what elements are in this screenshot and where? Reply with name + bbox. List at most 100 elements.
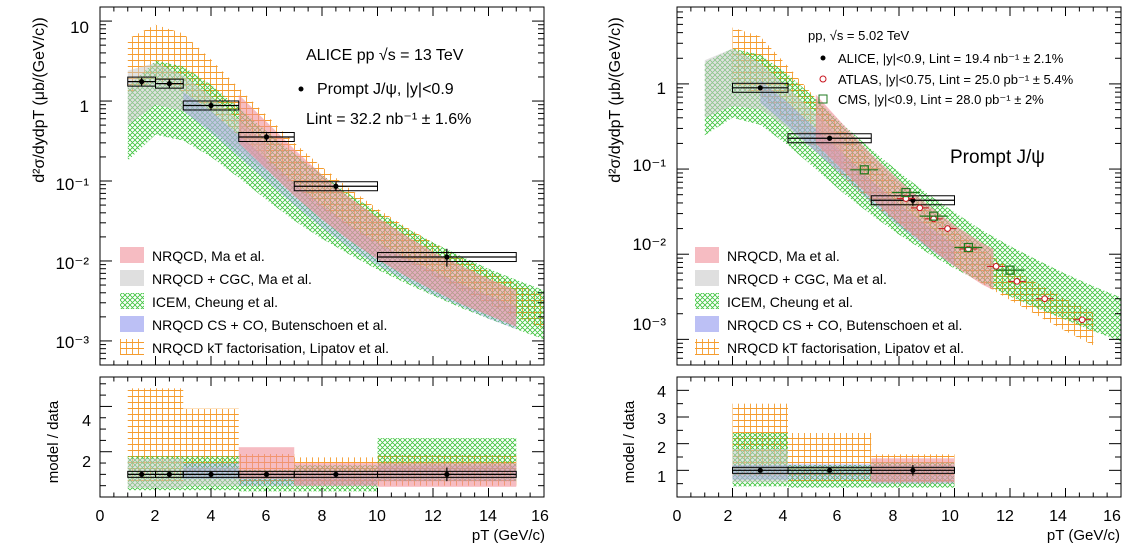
data-point [263,134,270,140]
atlas-point [992,263,1000,270]
right-top-ytick-label: 10⁻³ [632,315,666,334]
data-point [827,467,833,473]
left-xtick-label: 4 [207,508,216,525]
right-top-x-ticks [676,7,1122,365]
right-bottom-y-ticks [677,376,1121,498]
data-point [208,471,214,477]
left-top-ytick-label: 1 [80,97,89,116]
left-xtick-label: 0 [96,508,105,525]
nrqcd-ma-legend-swatch [695,247,719,263]
right-experiment-legend: ALICE, |y|<0.9, Lint = 19.4 nb⁻¹ ± 2.1% … [818,51,1074,107]
atlas-point [916,204,924,212]
right-bottom-x-ticks [676,377,1122,497]
left-x-tick-labels: 0 2 4 6 8 10 12 14 16 [96,508,549,525]
nrqcd-ma-legend-swatch [120,247,144,263]
right-ratio-ytick-label: 1 [657,469,666,486]
right-xtick-label: 10 [941,508,959,525]
left-xtick-label: 16 [531,508,549,525]
right-data-points [732,82,1092,324]
right-system-label: pp, √s = 5.02 TeV [808,28,910,43]
left-cross-section-panel: 10 1 10⁻¹ 10⁻² 10⁻³ d²σ/dydpT (μb/(GeV/c… [31,6,545,366]
data-point [757,467,763,473]
data-point [827,135,833,141]
left-ratio-points [127,467,517,482]
right-y-axis-label: d²σ/dydpT (μb/(GeV/c)) [607,17,624,183]
atlas-point [902,195,910,202]
nrqcd-cgc-legend-label: NRQCD + CGC, Ma et al. [727,271,887,287]
left-xtick-label: 12 [424,508,442,525]
right-panel-title: Prompt J/ψ [950,147,1045,168]
left-top-y-ticks [100,20,544,366]
right-xtick-label: 8 [889,508,898,525]
nrqcd-cs-co-legend-label: NRQCD CS + CO, Butenschoen et al. [152,317,387,333]
nrqcd-ma-band [238,94,517,327]
left-ratio-panel: 2 4 model / data 0 2 4 6 8 10 12 14 16 p… [45,376,549,544]
right-x-tick-labels: 0 2 4 6 8 10 12 14 16 [673,508,1121,525]
data-point [444,254,450,260]
data-point [333,183,339,189]
cms-legend-label: CMS, |y|<0.9, Lint = 28.0 pb⁻¹ ± 2% [838,92,1044,107]
right-top-y-ticks [677,6,1121,366]
icem-legend-label: ICEM, Cheung et al. [152,294,278,310]
cms-point [929,211,939,221]
left-bottom-y-ticks [100,383,544,498]
cms-point [901,187,911,198]
data-point [757,85,763,91]
right-top-ytick-label: 1 [657,79,666,98]
right-ratio-ytick-label: 4 [657,384,666,401]
left-lumi-label: Lint = 32.2 nb⁻¹ ± 1.6% [306,111,471,128]
alice-legend-label: ALICE, |y|<0.9, Lint = 19.4 nb⁻¹ ± 2.1% [838,51,1064,66]
icem-legend-swatch [120,293,144,309]
left-ratio-ytick-label: 2 [82,454,91,471]
alice-legend-marker [820,55,826,61]
left-ratio-ytick-label: 4 [82,413,91,430]
nrqcd-cs-co-legend-swatch [120,316,144,332]
right-xtick-label: 16 [1103,508,1121,525]
left-xtick-label: 2 [151,508,160,525]
atlas-legend-marker [819,75,827,83]
right-ratio-bands [732,403,955,488]
left-y-axis-label: d²σ/dydpT (μb/(GeV/c)) [31,17,48,183]
data-point [444,471,450,477]
atlas-point [1078,316,1086,324]
nrqcd-cgc-legend-label: NRQCD + CGC, Ma et al. [152,271,312,287]
left-top-ytick-label: 10 [70,18,89,37]
left-series-label: Prompt J/ψ, |y|<0.9 [317,81,454,98]
left-theory-legend: NRQCD, Ma et al. NRQCD + CGC, Ma et al. IC… [120,247,389,356]
data-point [166,81,172,87]
right-theory-legend: NRQCD, Ma et al. NRQCD + CGC, Ma et al. IC… [695,247,964,356]
data-point [139,79,145,85]
nrqcd-cgc-legend-swatch [120,270,144,286]
right-ratio-points [732,465,955,476]
left-ratio-bands [127,388,517,492]
nrqcd-cs-co-legend-label: NRQCD CS + CO, Butenschoen et al. [727,317,962,333]
cms-point [859,165,869,175]
nrqcd-cgc-legend-swatch [695,270,719,286]
left-top-ytick-label: 10⁻¹ [55,175,89,194]
nrqcd-ma-legend-label: NRQCD, Ma et al. [152,248,265,264]
kt-legend-label: NRQCD kT factorisation, Lipatov et al. [152,340,389,356]
nrqcd-cs-co-legend-swatch [695,316,719,332]
data-point [166,471,172,477]
left-top-ytick-label: 10⁻² [55,254,89,273]
right-xtick-label: 2 [724,508,733,525]
left-data-points [127,76,517,267]
right-xtick-label: 14 [1049,508,1067,525]
data-point [910,467,916,473]
data-point [263,471,270,477]
left-top-ytick-label: 10⁻³ [55,333,89,352]
right-ratio-ytick-label: 3 [657,411,666,428]
data-point [208,102,214,109]
icem-legend-label: ICEM, Cheung et al. [727,294,853,310]
right-xtick-label: 6 [833,508,842,525]
nrqcd-cgc-band [704,48,844,176]
right-ratio-y-axis-label: model / data [621,400,638,483]
kt-legend-label: NRQCD kT factorisation, Lipatov et al. [727,340,964,356]
data-point [333,471,339,477]
icem-legend-swatch [695,293,719,309]
cms-point [963,242,973,253]
left-bottom-x-ticks [99,377,545,497]
atlas-point [1041,295,1048,303]
cms-point [1005,265,1015,275]
